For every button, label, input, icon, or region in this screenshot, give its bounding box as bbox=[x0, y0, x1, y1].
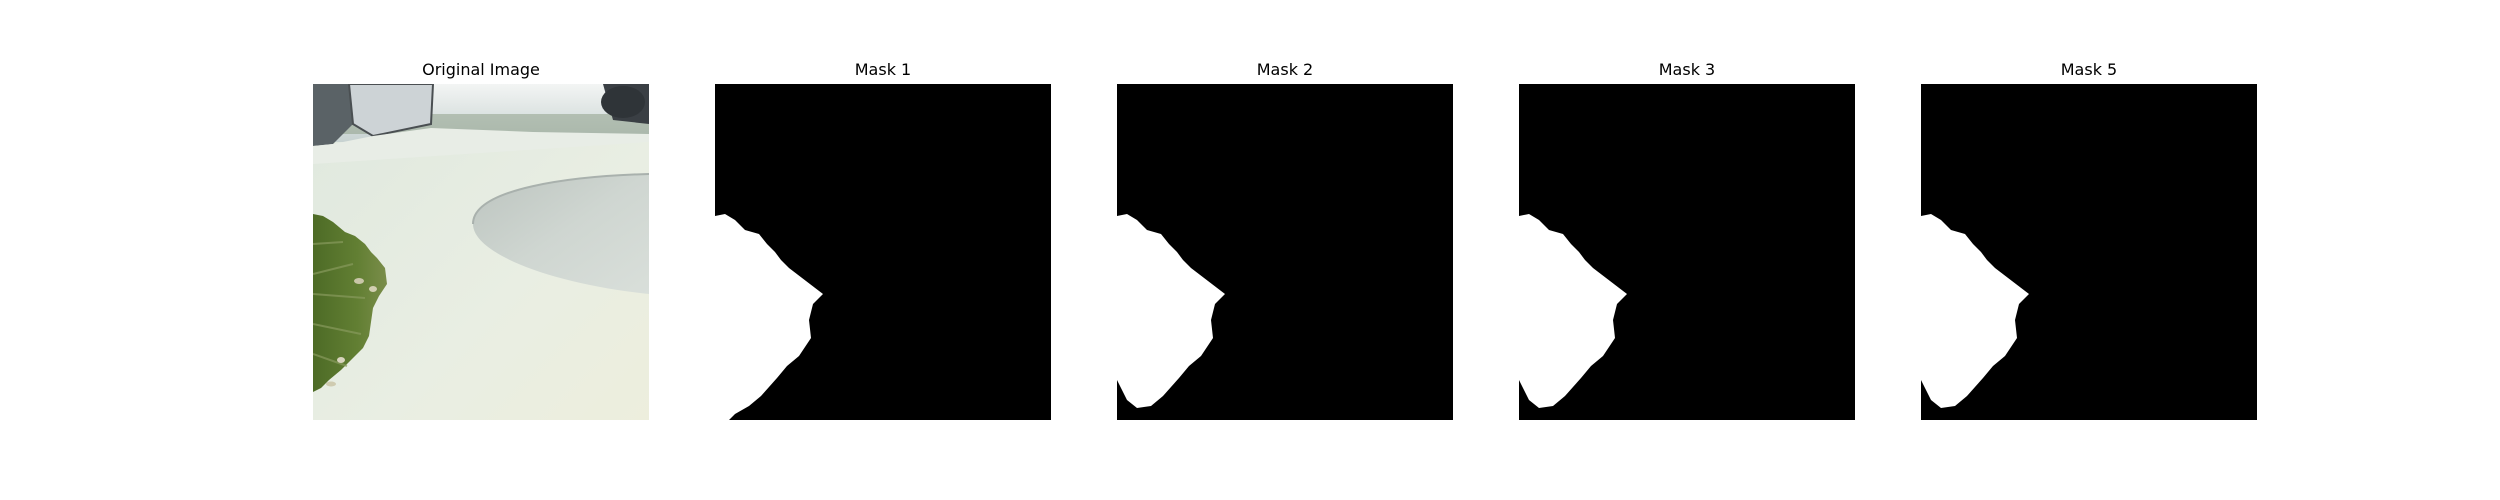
mask-2-title: Mask 2 bbox=[1256, 60, 1314, 79]
mask-5-image bbox=[1921, 84, 2257, 420]
original-image-title: Original Image bbox=[422, 60, 540, 79]
mask-3-image bbox=[1519, 84, 1855, 420]
mask-5-title: Mask 5 bbox=[2060, 60, 2118, 79]
original-image bbox=[313, 84, 649, 420]
mask-3-title: Mask 3 bbox=[1658, 60, 1716, 79]
mask-1-title: Mask 1 bbox=[854, 60, 912, 79]
mask-2-image bbox=[1117, 84, 1453, 420]
mask-1-image bbox=[715, 84, 1051, 420]
